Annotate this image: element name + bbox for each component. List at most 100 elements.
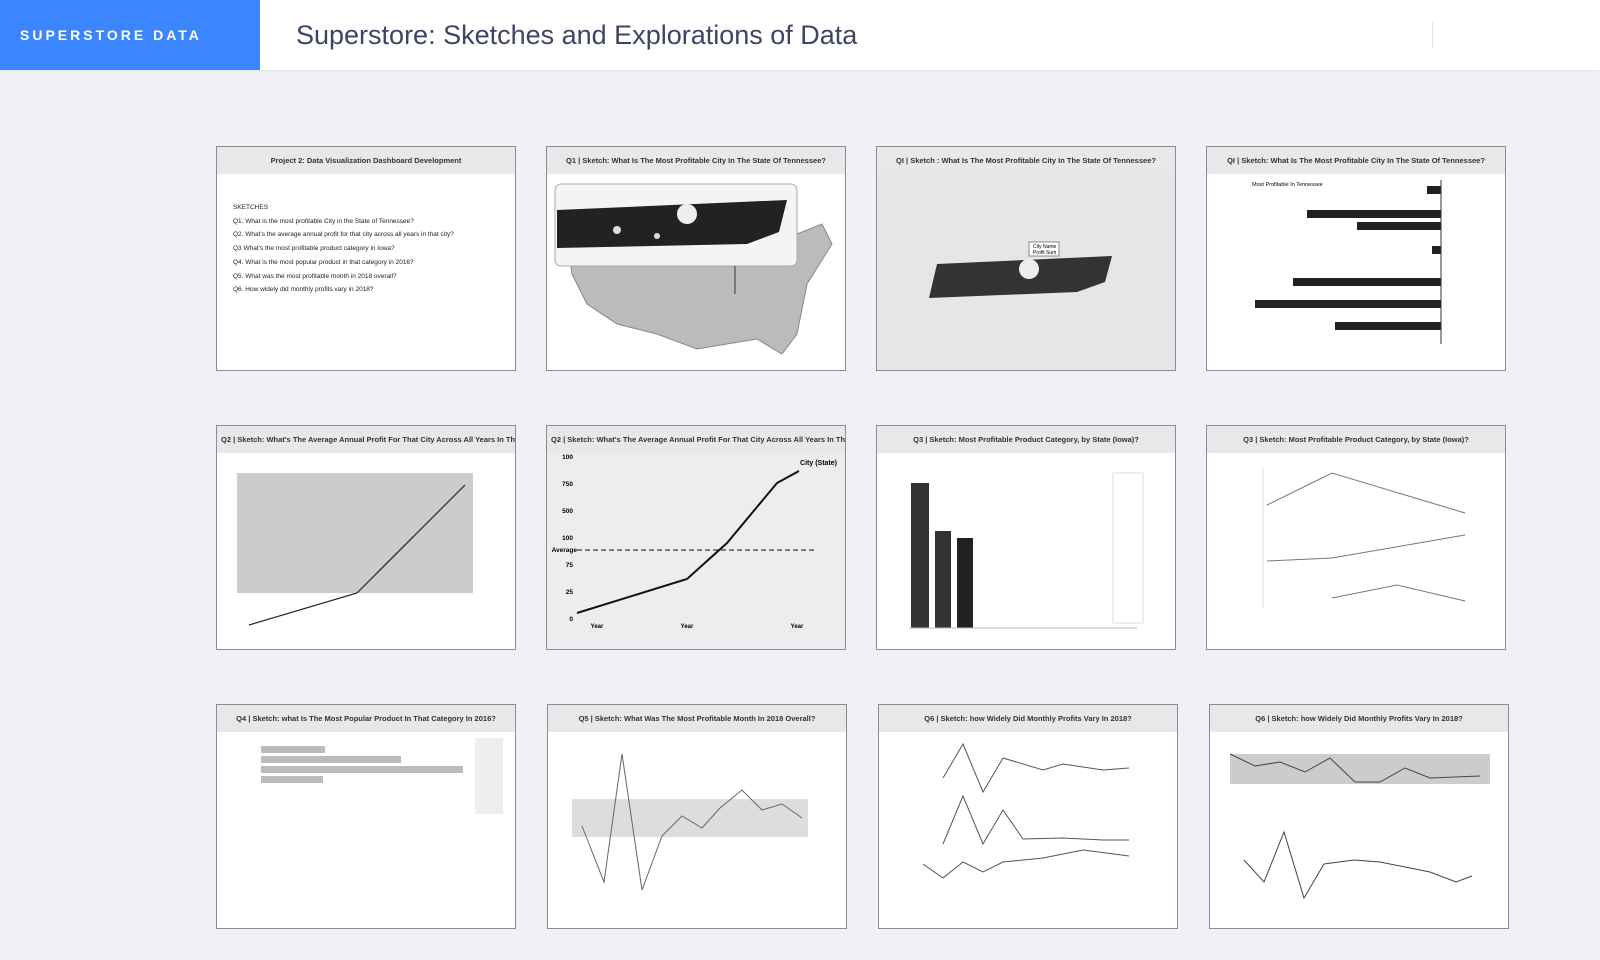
question: Q4. What is the most popular product in …	[233, 258, 414, 266]
x-label: Year	[791, 624, 804, 630]
sketch	[572, 753, 808, 891]
card[interactable]: Q1 | Sketch: What Is The Most Profitable…	[546, 146, 846, 371]
sketch	[1229, 753, 1490, 900]
card-title: QI | Sketch : What Is The Most Profitabl…	[877, 147, 1175, 174]
card[interactable]: Q6 | Sketch: how Widely Did Monthly Prof…	[1209, 704, 1509, 929]
line	[1331, 584, 1466, 602]
card-title: Q1 | Sketch: What Is The Most Profitable…	[547, 147, 845, 174]
y-label: 100	[562, 454, 573, 461]
card[interactable]: Project 2: Data Visualization Dashboard …	[216, 146, 516, 371]
tooltip-label: City Name	[1033, 244, 1057, 250]
card[interactable]: Q2 | Sketch: What's The Average Annual P…	[546, 425, 846, 650]
question: Q3 What's the most profitable product ca…	[233, 245, 395, 253]
card[interactable]: Q4 | Sketch: what Is The Most Popular Pr…	[216, 704, 516, 929]
sketch	[909, 472, 1144, 629]
card[interactable]: Q3 | Sketch: Most Profitable Product Cat…	[1206, 425, 1506, 650]
y-label: 0	[569, 616, 573, 623]
y-label: 75	[566, 562, 574, 569]
card-title: QI | Sketch: What Is The Most Profitable…	[1207, 147, 1505, 174]
intro-heading: SKETCHES	[233, 204, 269, 211]
bar	[1335, 322, 1441, 330]
card-title: Q4 | Sketch: what Is The Most Popular Pr…	[217, 705, 515, 732]
line	[1266, 534, 1466, 562]
chart-title: Most Profitable In Tennessee	[1252, 182, 1323, 188]
bar	[261, 776, 323, 783]
page-title: Superstore: Sketches and Explorations of…	[296, 20, 858, 50]
intro: SKETCHES Q1. What is the most profitable…	[233, 201, 454, 297]
band	[1230, 754, 1490, 784]
average-label: Average	[552, 547, 578, 554]
bar	[1357, 222, 1441, 230]
card[interactable]: Q5 | Sketch: What Was The Most Profitabl…	[547, 704, 847, 929]
tennessee	[557, 200, 787, 248]
band	[572, 799, 808, 837]
line	[942, 742, 1130, 794]
sketch	[1262, 468, 1466, 608]
card[interactable]: Q2 | Sketch: What's The Average Annual P…	[216, 425, 516, 650]
y-label: 750	[562, 481, 573, 488]
line	[1229, 753, 1481, 783]
bar	[1307, 210, 1441, 218]
card[interactable]: QI | Sketch: What Is The Most Profitable…	[1206, 146, 1506, 371]
brand[interactable]: SUPERSTORE DATA	[0, 0, 260, 70]
legend-box	[1112, 472, 1144, 624]
separator	[1432, 22, 1433, 48]
city	[613, 226, 621, 234]
city	[654, 233, 660, 239]
line	[1243, 830, 1473, 900]
city	[677, 204, 697, 224]
card[interactable]: Q3 | Sketch: Most Profitable Product Cat…	[876, 425, 1176, 650]
tooltip-label: Profit Sum	[1033, 250, 1056, 256]
sketch	[237, 473, 473, 626]
question: Q5. What was the most profitable month i…	[233, 272, 397, 280]
line	[1266, 472, 1466, 514]
bar	[935, 531, 951, 628]
bar	[261, 756, 401, 763]
sketch	[922, 742, 1130, 879]
header: SUPERSTORE DATA Superstore: Sketches and…	[0, 0, 1600, 70]
y-label: 100	[562, 535, 573, 542]
card-title: Q5 | Sketch: What Was The Most Profitabl…	[548, 705, 846, 732]
card[interactable]: Q6 | Sketch: how Widely Did Monthly Prof…	[878, 704, 1178, 929]
bar	[911, 483, 929, 628]
question: Q2. What's the average annual profit for…	[233, 231, 454, 239]
line	[576, 470, 800, 614]
card-title: Project 2: Data Visualization Dashboard …	[217, 147, 515, 174]
y-label: 25	[566, 589, 574, 596]
legend: City (State)	[800, 460, 837, 467]
line	[922, 849, 1130, 879]
sketch: 100 750 500 100 75 25 0 Average City (St…	[547, 453, 845, 649]
city	[1019, 259, 1039, 279]
tooltip	[1028, 241, 1060, 257]
bar	[957, 538, 973, 628]
x-label: Year	[591, 624, 604, 630]
line	[581, 753, 803, 891]
bar	[261, 746, 325, 753]
card-title: Q6 | Sketch: how Widely Did Monthly Prof…	[1210, 705, 1508, 732]
bar	[1255, 300, 1441, 308]
card[interactable]: QI | Sketch : What Is The Most Profitabl…	[876, 146, 1176, 371]
bar	[1293, 278, 1441, 286]
question: Q6. How widely did monthly profits vary …	[233, 286, 374, 294]
sketch: City Name Profit Sum	[877, 174, 1175, 370]
line	[942, 794, 1129, 846]
sketch-bg	[547, 453, 845, 649]
line	[248, 484, 466, 626]
question: Q1. What is the most profitable City in …	[233, 217, 414, 225]
legend-box	[475, 738, 503, 814]
sketch	[554, 183, 833, 355]
card-title: Q3 | Sketch: Most Profitable Product Cat…	[877, 426, 1175, 453]
x-label: Year	[681, 624, 694, 630]
sketch: Most Profitable In Tennessee	[1252, 180, 1442, 344]
bar	[1427, 186, 1441, 194]
sketch	[261, 738, 503, 814]
card-title: Q2 | Sketch: What's The Average Annual P…	[547, 426, 845, 453]
band	[237, 473, 473, 593]
card-title: Q3 | Sketch: Most Profitable Product Cat…	[1207, 426, 1505, 453]
card-title: Q2 | Sketch: What's The Average Annual P…	[217, 426, 515, 453]
tennessee	[929, 256, 1112, 298]
bar	[1432, 246, 1441, 254]
card-title: Q6 | Sketch: how Widely Did Monthly Prof…	[879, 705, 1177, 732]
bar	[261, 766, 463, 773]
